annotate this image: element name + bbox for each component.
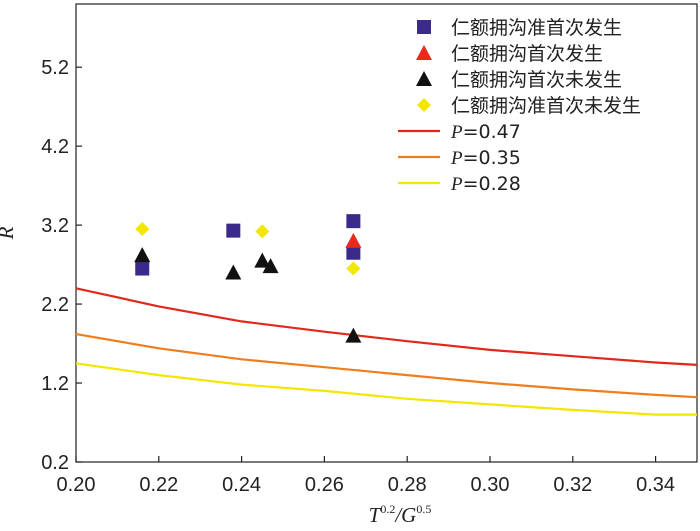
x-tick-label: 0.26 bbox=[305, 474, 344, 496]
data-point-triangle-2 bbox=[345, 327, 362, 343]
data-points bbox=[134, 214, 362, 343]
x-tick-label: 0.22 bbox=[139, 474, 178, 496]
axis-ticks: 0.20 0.22 0.24 0.26 0.28 0.30 0.32 0.34 0.2 1.2 2.… bbox=[41, 57, 675, 496]
x-axis-title-exp1: 0.2 bbox=[380, 502, 395, 516]
data-point-triangle-2 bbox=[254, 252, 271, 268]
data-point-diamond-3 bbox=[135, 222, 150, 237]
plot-area bbox=[75, 3, 698, 463]
x-axis-title-t: T bbox=[369, 503, 382, 527]
x-tick-label: 0.34 bbox=[636, 474, 675, 496]
data-point-triangle-2 bbox=[134, 247, 151, 263]
x-tick-label: 0.28 bbox=[388, 474, 427, 496]
y-tick-label: 1.2 bbox=[41, 373, 69, 395]
legend-label-value: =0.35 bbox=[463, 147, 521, 169]
legend-label: P=0.28 bbox=[450, 173, 521, 195]
legend-label-var: P bbox=[450, 174, 463, 195]
legend-label: P=0.47 bbox=[450, 121, 521, 143]
x-axis-title: T0.2/G0.5 bbox=[369, 502, 432, 527]
y-tick-label: 2.2 bbox=[41, 294, 69, 316]
series-line-0 bbox=[75, 287, 698, 366]
legend: 仁额拥沟准首次发生仁额拥沟首次发生仁额拥沟首次未发生仁额拥沟准首次未发生P=0.… bbox=[398, 17, 641, 195]
legend-marker-triangle bbox=[416, 71, 432, 86]
y-tick-label: 0.2 bbox=[41, 452, 69, 474]
x-axis-title-mid: /G bbox=[394, 503, 416, 527]
data-point-diamond-3 bbox=[346, 261, 361, 276]
y-tick-label: 3.2 bbox=[41, 215, 69, 237]
legend-label-var: P bbox=[450, 148, 463, 169]
data-point-triangle-1 bbox=[345, 232, 362, 248]
data-point-triangle-2 bbox=[225, 264, 242, 280]
threshold-lines bbox=[75, 287, 698, 416]
data-point-square-0 bbox=[346, 245, 361, 260]
x-tick-label: 0.30 bbox=[471, 474, 510, 496]
legend-label: 仁额拥沟准首次发生 bbox=[451, 17, 622, 39]
legend-marker-triangle bbox=[416, 45, 432, 60]
x-axis-title-exp2: 0.5 bbox=[416, 502, 431, 516]
y-axis-title: R bbox=[0, 226, 18, 240]
legend-label: 仁额拥沟首次发生 bbox=[451, 43, 603, 65]
legend-label-value: =0.47 bbox=[463, 121, 521, 143]
legend-label: P=0.35 bbox=[450, 147, 521, 169]
data-point-triangle-2 bbox=[262, 258, 279, 274]
data-point-square-0 bbox=[346, 214, 361, 229]
x-tick-label: 0.32 bbox=[553, 474, 592, 496]
y-tick-label: 4.2 bbox=[41, 136, 69, 158]
legend-label: 仁额拥沟首次未发生 bbox=[451, 69, 622, 91]
series-line-1 bbox=[75, 333, 698, 399]
series-line-2 bbox=[75, 362, 697, 416]
data-point-diamond-3 bbox=[255, 224, 270, 239]
legend-label: 仁额拥沟准首次未发生 bbox=[451, 95, 641, 117]
data-point-square-0 bbox=[135, 261, 150, 276]
legend-label-value: =0.28 bbox=[463, 173, 521, 195]
x-tick-label: 0.20 bbox=[57, 474, 96, 496]
y-tick-label: 5.2 bbox=[41, 57, 69, 79]
legend-label-var: P bbox=[450, 122, 463, 143]
legend-marker-square bbox=[417, 20, 431, 34]
legend-marker-diamond bbox=[417, 98, 431, 112]
x-tick-label: 0.24 bbox=[222, 474, 261, 496]
data-point-square-0 bbox=[226, 223, 241, 238]
